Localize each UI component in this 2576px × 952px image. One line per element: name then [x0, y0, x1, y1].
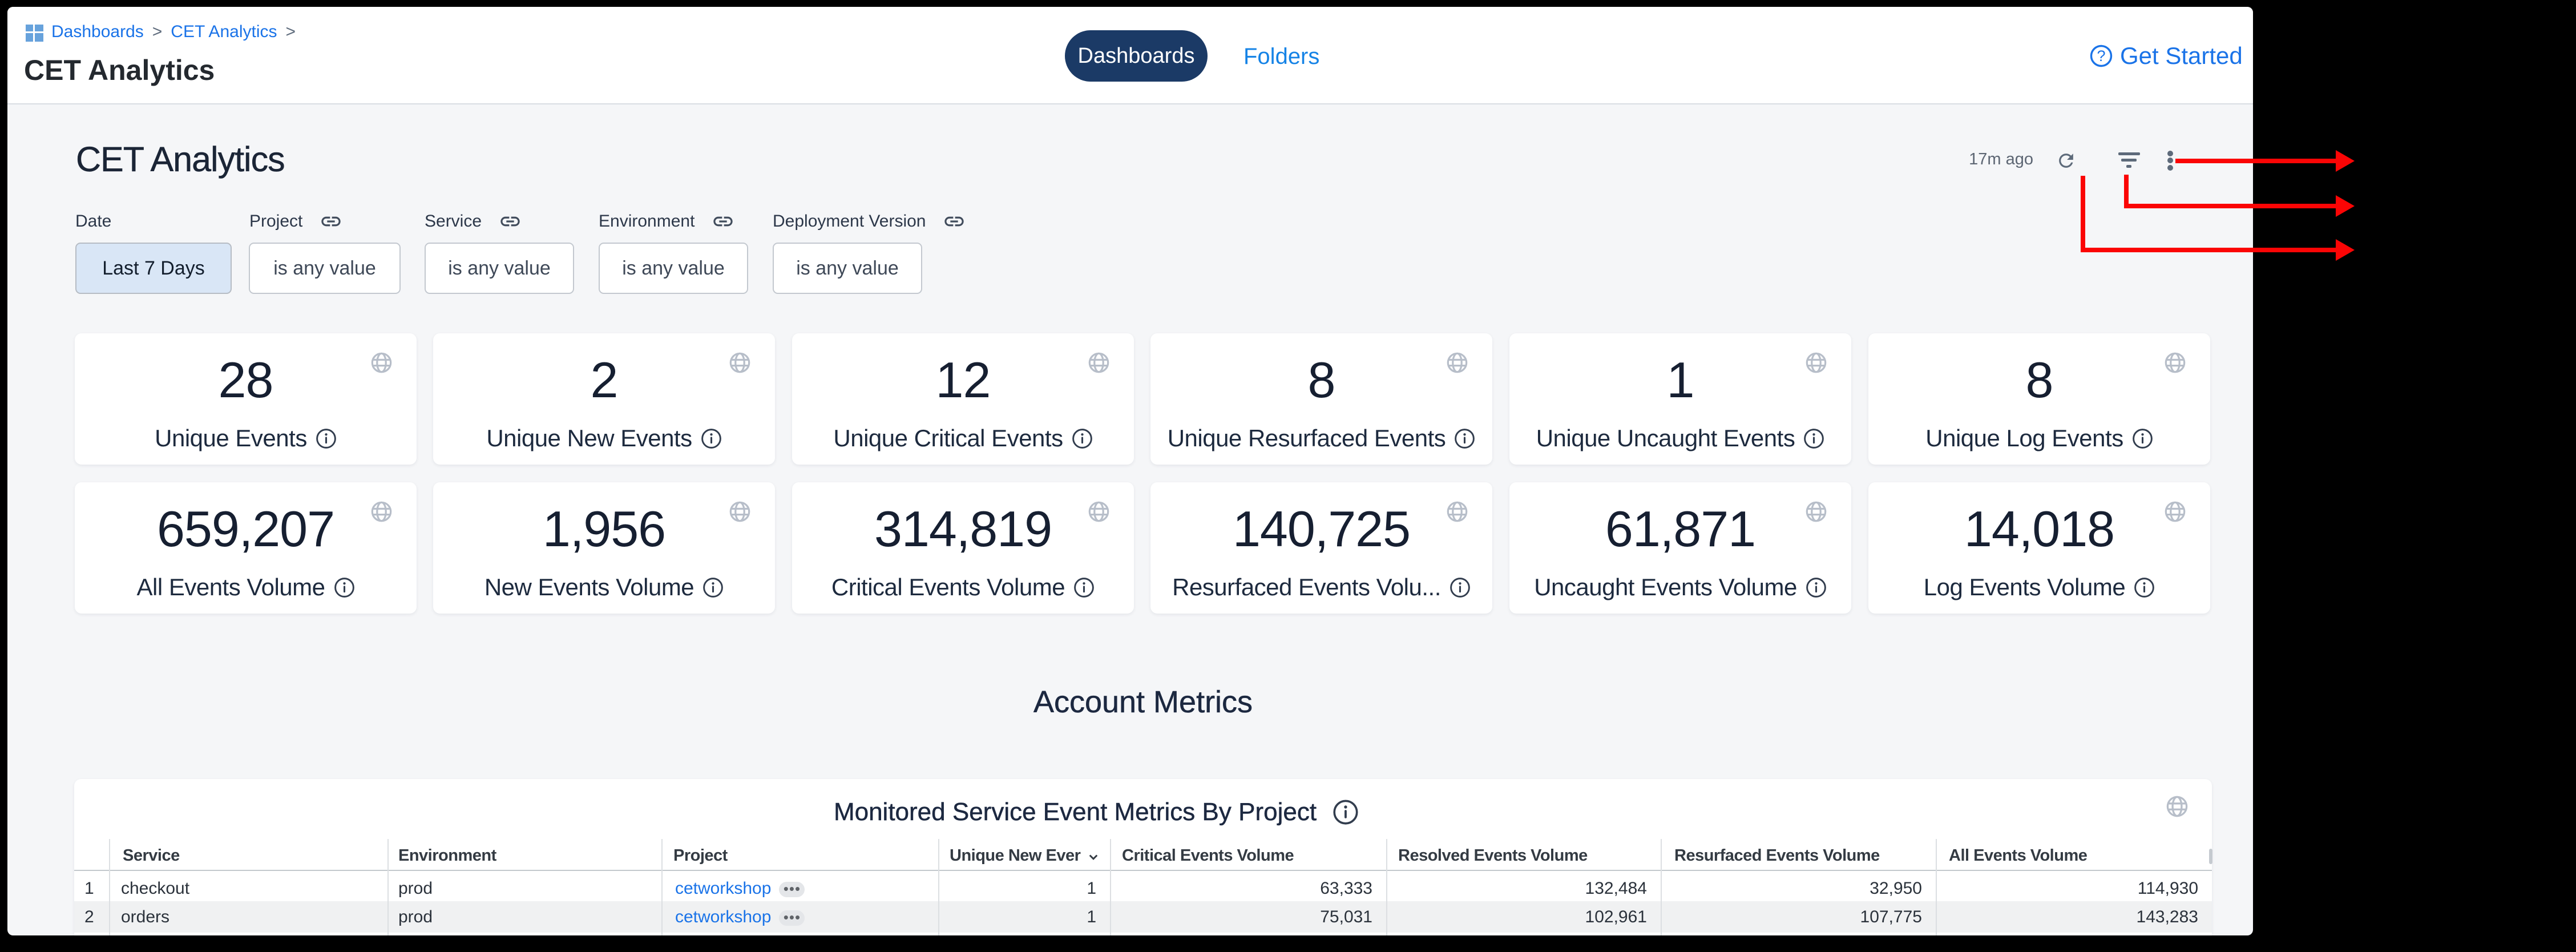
- svg-text:?: ?: [2097, 47, 2105, 64]
